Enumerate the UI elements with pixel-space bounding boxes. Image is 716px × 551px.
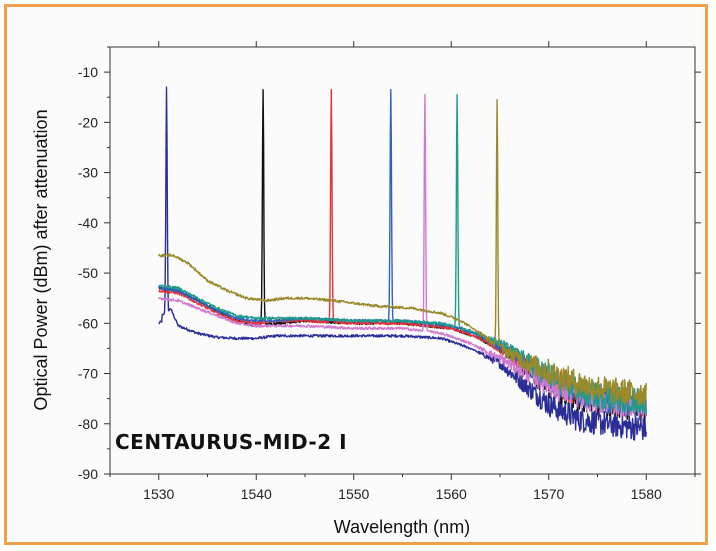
y-tick-label: -30 (78, 165, 98, 181)
x-tick-label: 1540 (241, 486, 272, 502)
x-tick-label: 1550 (338, 486, 369, 502)
y-axis-title: Optical Power (dBm) after attenuation (31, 109, 51, 410)
x-tick-label: 1570 (533, 486, 564, 502)
series-line-5 (158, 94, 647, 419)
x-axis-ticks: 1530 1540 1550 1560 1570 1580 (109, 41, 696, 502)
y-tick-label: -40 (78, 215, 98, 231)
y-tick-label: -80 (78, 416, 98, 432)
chart-watermark: CENTAURUS-MID-2 I (115, 430, 347, 454)
figure-frame: 1530 1540 1550 1560 1570 1580 -90 -80 -70 -60 -50… (4, 4, 708, 545)
series-layer (158, 86, 647, 441)
y-tick-label: -20 (78, 114, 98, 130)
y-tick-label: -70 (78, 366, 98, 382)
y-tick-label: -90 (78, 466, 98, 482)
series-line-7 (158, 99, 647, 407)
x-tick-label: 1560 (436, 486, 467, 502)
x-tick-label: 1530 (143, 486, 174, 502)
y-tick-label: -60 (78, 315, 98, 331)
spectrum-chart: 1530 1540 1550 1560 1570 1580 -90 -80 -70 -60 -50… (31, 41, 701, 537)
series-line-3 (158, 89, 647, 417)
x-axis-title: Wavelength (nm) (334, 517, 470, 537)
y-tick-label: -10 (78, 64, 98, 80)
y-axis-ticks: -90 -80 -70 -60 -50 -40 -30 -20 -10 (78, 46, 701, 482)
y-tick-label: -50 (78, 265, 98, 281)
x-tick-label: 1580 (631, 486, 662, 502)
series-line-1 (158, 86, 647, 441)
series-line-6 (158, 94, 647, 415)
